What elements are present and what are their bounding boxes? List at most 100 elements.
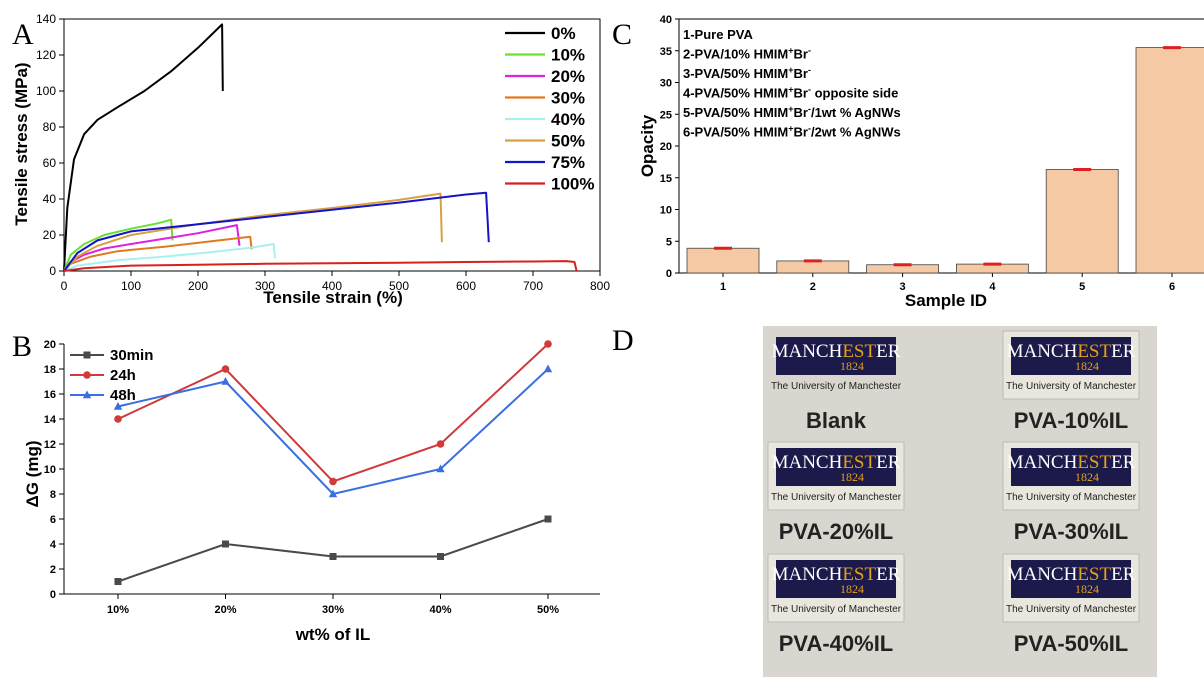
data-point-48h — [113, 402, 123, 410]
logo-block — [1011, 560, 1131, 598]
y-tick-label: 10 — [660, 205, 672, 217]
y-tick-label: 20 — [660, 141, 672, 153]
x-tick-label: 4 — [989, 281, 996, 293]
logo-university: The University of Manchester — [771, 492, 902, 503]
series-line-100% — [63, 260, 578, 272]
y-tick-label: 120 — [36, 48, 56, 62]
panel-c-axes: 0 5 10 15 20 25 30 35 40 1 2 3 4 5 6 — [660, 14, 1204, 293]
logo-block — [1011, 448, 1131, 486]
data-point-48h — [221, 377, 230, 385]
logo-wordmark: MANCHESTER — [1007, 452, 1136, 473]
logo-wordmark: MANCHESTER — [772, 452, 901, 473]
sample-note: 5-PVA/50% HMIM+Br-/1wt % AgNWs — [683, 104, 901, 120]
data-point-30min — [222, 540, 229, 548]
legend-label: 100% — [551, 175, 594, 194]
legend-label: 40% — [551, 110, 585, 129]
y-tick-label: 0 — [49, 264, 56, 278]
sample-label: Blank — [806, 408, 867, 433]
logo-university: The University of Manchester — [1006, 604, 1137, 615]
series-line-24h — [117, 343, 549, 483]
y-tick-label: 2 — [50, 564, 56, 576]
sample-note: 1-Pure PVA — [683, 27, 753, 42]
sample-label: PVA-40%IL — [779, 631, 894, 656]
logo-year: 1824 — [840, 470, 864, 484]
panel-b-legend: 30min 24h 48h — [70, 347, 153, 404]
sample-label: PVA-10%IL — [1014, 408, 1129, 433]
data-point-24h — [114, 415, 122, 423]
x-tick-label: 20% — [214, 604, 236, 616]
y-tick-label: 6 — [50, 514, 56, 526]
panel-a-x-axis-title: Tensile strain (%) — [263, 288, 403, 307]
y-tick-label: 140 — [36, 12, 56, 26]
panel-letter-d: D — [612, 324, 634, 357]
legend-label: 50% — [551, 132, 585, 151]
data-point-24h — [436, 440, 445, 448]
panel-a-y-axis-title: Tensile stress (MPa) — [12, 62, 31, 225]
series-line-0% — [63, 23, 224, 272]
panel-c-y-axis-title: Opacity — [638, 114, 657, 177]
sample-note: 2-PVA/10% HMIM+Br- — [683, 46, 811, 62]
panel-c: C 0 5 10 15 20 25 30 35 40 1 2 3 4 5 6 Sample ID Opaci… — [612, 14, 1204, 310]
data-point-48h — [436, 464, 445, 473]
logo-university: The University of Manchester — [771, 604, 902, 615]
y-tick-label: 25 — [660, 109, 672, 121]
y-tick-label: 4 — [50, 539, 57, 551]
x-tick-label: 5 — [1079, 281, 1085, 293]
panel-b: B 10% 20% 30% 40% 50% 0 2 4 6 8 10 12 14 16 18 20 wt% o… — [12, 330, 600, 644]
data-point-30min — [544, 515, 552, 523]
logo-wordmark: MANCHESTER — [1007, 341, 1136, 362]
x-tick-label: 200 — [188, 279, 208, 293]
series-line-30% — [63, 235, 253, 272]
logo-block — [776, 337, 896, 375]
logo-wordmark: MANCHESTER — [772, 341, 901, 362]
data-point-48h — [328, 489, 338, 498]
panel-c-x-axis-title: Sample ID — [905, 291, 987, 310]
panel-b-axes: 10% 20% 30% 40% 50% 0 2 4 6 8 10 12 14 16 18 20 — [44, 339, 600, 616]
x-tick-label: 100 — [121, 279, 141, 293]
y-tick-label: 40 — [43, 192, 57, 206]
legend-marker — [83, 371, 91, 379]
y-tick-label: 60 — [43, 156, 57, 170]
panel-c-sample-notes: 1-Pure PVA 2-PVA/10% HMIM+Br- 3-PVA/50% HM… — [683, 27, 901, 140]
logo-year: 1824 — [1075, 359, 1099, 373]
data-point-30min — [329, 553, 337, 560]
legend-label: 10% — [551, 46, 585, 65]
logo-year: 1824 — [1075, 470, 1099, 484]
x-tick-label: 40% — [429, 604, 451, 616]
legend-label: 75% — [551, 153, 585, 172]
y-tick-label: 12 — [44, 439, 56, 451]
bar-sample-5 — [1045, 169, 1119, 274]
legend-label: 0% — [551, 24, 576, 43]
x-tick-label: 500 — [389, 279, 409, 293]
x-tick-label: 400 — [322, 279, 342, 293]
data-point-48h — [543, 364, 553, 373]
x-tick-label: 700 — [523, 279, 543, 293]
logo-block — [1011, 337, 1131, 375]
y-tick-label: 8 — [50, 489, 56, 501]
x-tick-label: 6 — [1169, 281, 1175, 293]
panel-letter-b: B — [12, 330, 32, 363]
y-tick-label: 0 — [50, 589, 56, 601]
y-tick-label: 5 — [666, 236, 672, 248]
panel-a-series — [63, 23, 578, 272]
x-tick-label: 0 — [61, 279, 68, 293]
panel-a-axes: 0 100 200 300 400 500 600 700 800 0 20 40 60 80 100 120… — [36, 12, 610, 293]
logo-wordmark: MANCHESTER — [772, 564, 901, 585]
x-tick-label: 10% — [107, 604, 129, 616]
bar-sample-1 — [686, 247, 760, 274]
x-tick-label: 1 — [720, 281, 726, 293]
logo-university: The University of Manchester — [771, 381, 902, 392]
y-tick-label: 18 — [44, 364, 56, 376]
data-point-30min — [437, 553, 444, 560]
y-tick-label: 30 — [660, 78, 672, 90]
legend-marker — [83, 351, 91, 359]
series-line-10% — [63, 218, 174, 272]
logo-year: 1824 — [1075, 582, 1099, 596]
data-point-24h — [329, 477, 337, 486]
